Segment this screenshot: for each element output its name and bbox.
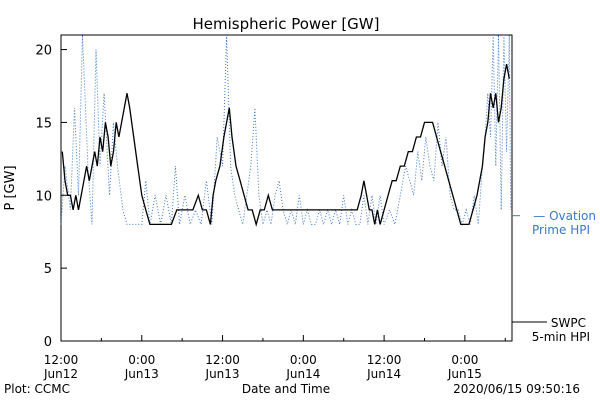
plot-frame — [61, 35, 512, 341]
x-tick-date-label: Jun15 — [447, 367, 482, 381]
legend-ovation-line2: Prime HPI — [532, 223, 590, 237]
y-tick-label: 20 — [35, 44, 52, 59]
y-axis-label: P [GW] — [3, 165, 18, 210]
x-tick-time-label: 0:00 — [451, 353, 478, 367]
legend-swpc-line2: 5-min HPI — [532, 330, 590, 344]
footer-plot-source: Plot: CCMC — [4, 382, 70, 396]
y-tick-label: 10 — [35, 189, 52, 204]
y-axis-ticks: 0 5 10 15 20 — [35, 44, 67, 350]
y-tick-label: 5 — [44, 262, 52, 277]
x-tick-date-label: Jun13 — [124, 367, 159, 381]
legend: — OvationPrime HPI SWPC5-min HPI — [512, 209, 596, 344]
x-tick-time-label: 12:00 — [205, 353, 240, 367]
hemispheric-power-chart: Hemispheric Power [GW] P [GW] 0 5 10 15 20 1… — [0, 0, 600, 400]
x-axis-ticks: 12:00Jun120:00Jun1312:00Jun130:00Jun1412… — [43, 335, 505, 381]
series-line-1 — [62, 64, 509, 224]
x-tick-time-label: 12:00 — [367, 353, 402, 367]
x-tick-time-label: 12:00 — [44, 353, 79, 367]
x-tick-date-label: Jun13 — [205, 367, 240, 381]
x-tick-date-label: Jun12 — [43, 367, 78, 381]
legend-swpc-line1: SWPC — [551, 316, 586, 330]
x-axis-label: Date and Time — [242, 382, 330, 396]
legend-ovation-line1: — Ovation — [533, 209, 596, 223]
x-tick-date-label: Jun14 — [366, 367, 401, 381]
series-layer — [61, 35, 511, 224]
y-tick-label: 15 — [35, 116, 52, 131]
y-tick-label: 0 — [44, 335, 52, 350]
footer-timestamp: 2020/06/15 09:50:16 — [453, 382, 580, 396]
series-line-0 — [61, 35, 511, 224]
x-tick-time-label: 0:00 — [290, 353, 317, 367]
x-tick-date-label: Jun14 — [285, 367, 320, 381]
chart-title: Hemispheric Power [GW] — [193, 15, 380, 33]
x-tick-time-label: 0:00 — [128, 353, 155, 367]
